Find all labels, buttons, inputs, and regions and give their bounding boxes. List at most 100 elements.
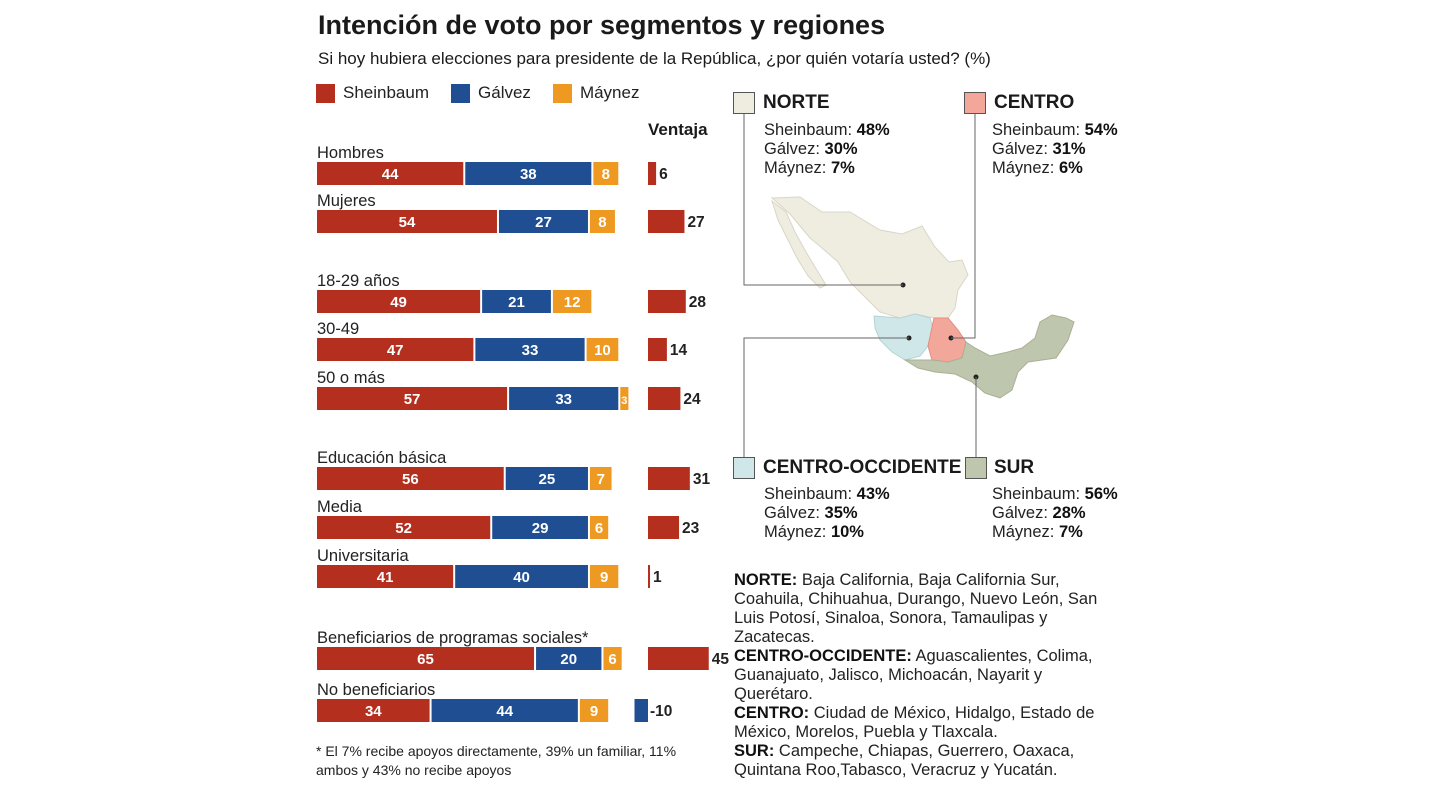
bar-value-label: 38: [520, 166, 537, 183]
ventaja-value-label: 23: [682, 520, 700, 537]
bar-segment-glvez: [536, 647, 602, 670]
region-stats-centro: Sheinbaum: 54% Gálvez: 31% Máynez: 6%: [992, 121, 1118, 178]
ventaja-value-label: 1: [653, 569, 662, 586]
bar-segment-glvez: [509, 387, 619, 410]
bar-segment-mynez: [620, 387, 629, 410]
footnote: * El 7% recibe apoyos directamente, 39% …: [316, 743, 677, 778]
region-stat-line: Gálvez: 28%: [992, 504, 1086, 522]
region-stat-line: Máynez: 6%: [992, 159, 1083, 177]
region-stats-norte: Sheinbaum: 48% Gálvez: 30% Máynez: 7%: [764, 121, 890, 178]
bar-segment-mynez: [589, 467, 612, 490]
region-name-sur: SUR: [994, 457, 1035, 478]
bar-segment-mynez: [603, 647, 622, 670]
ventaja-bar: [648, 290, 686, 313]
bar-segment-sheinbaum: [317, 162, 464, 185]
bar-value-label: 34: [365, 703, 382, 720]
bar-segment-mynez: [579, 699, 609, 722]
leader-line-centro-occidente: [743, 337, 909, 457]
category-label: Mujeres: [317, 192, 376, 210]
region-name-norte: NORTE: [763, 92, 830, 113]
legend-swatch-galvez: [451, 83, 471, 103]
map-region-norte-baja: [771, 199, 827, 289]
bar-value-label: 21: [508, 294, 525, 311]
region-swatch-norte: [733, 92, 755, 114]
category-label: Beneficiarios de programas sociales*: [317, 629, 589, 647]
bar-value-label: 8: [598, 214, 606, 231]
legend-label-sheinbaum: Sheinbaum: [343, 83, 430, 102]
ventaja-bar: [648, 467, 690, 490]
bar-segment-mynez: [586, 338, 619, 361]
category-label: Educación básica: [317, 449, 447, 467]
chart-title: Intención de voto por segmentos y region…: [318, 10, 886, 40]
region-stat-line: Gálvez: 30%: [764, 140, 858, 158]
definition-centro: CENTRO: Ciudad de México, Hidalgo, Estad…: [734, 704, 1095, 741]
region-stats-centro-occidente: Sheinbaum: 43% Gálvez: 35% Máynez: 10%: [764, 485, 890, 542]
region-swatch-centro-occidente: [733, 457, 755, 479]
region-stat-line: Máynez: 7%: [764, 159, 855, 177]
region-swatch-sur: [965, 457, 987, 479]
legend-swatch-sheinbaum: [316, 83, 335, 103]
region-stat-line: Sheinbaum: 54%: [992, 121, 1118, 139]
bar-segment-sheinbaum: [317, 338, 474, 361]
bar-segment-glvez: [465, 162, 592, 185]
bar-value-label: 20: [560, 651, 577, 668]
leader-line-norte: [743, 113, 903, 286]
bar-value-label: 27: [535, 214, 552, 231]
bar-segment-sheinbaum: [317, 565, 454, 588]
bar-segment-mynez: [552, 290, 592, 313]
category-label: Universitaria: [317, 547, 410, 565]
bar-segment-glvez: [482, 290, 551, 313]
region-name-centro-occidente: CENTRO-OCCIDENTE: [763, 457, 962, 478]
bar-value-label: 65: [417, 651, 434, 668]
bar-value-label: 9: [600, 569, 608, 586]
bar-segment-glvez: [455, 565, 588, 588]
bar-value-label: 8: [602, 166, 610, 183]
bar-value-label: 33: [522, 342, 539, 359]
bar-segment-glvez: [492, 516, 588, 539]
bar-value-label: 12: [564, 294, 581, 311]
region-stat-line: Gálvez: 35%: [764, 504, 858, 522]
legend-item-sheinbaum: Sheinbaum: [316, 83, 429, 103]
bar-segment-mynez: [593, 162, 619, 185]
region-definitions: NORTE: Baja California, Baja California …: [734, 571, 1119, 780]
region-stat-line: Gálvez: 31%: [992, 140, 1086, 158]
category-label: 18-29 años: [317, 272, 400, 290]
region-stat-line: Sheinbaum: 43%: [764, 485, 890, 503]
region-stats-sur: Sheinbaum: 56% Gálvez: 28% Máynez: 7%: [992, 485, 1118, 542]
bar-segment-sheinbaum: [317, 210, 497, 233]
bar-value-label: 47: [387, 342, 404, 359]
bar-value-label: 6: [608, 651, 616, 668]
ventaja-bar: [648, 565, 650, 588]
region-swatch-centro: [964, 92, 986, 114]
bar-segment-glvez: [498, 210, 588, 233]
legend: Sheinbaum Gálvez Máynez: [316, 82, 661, 104]
ventaja-value-label: 14: [670, 342, 688, 359]
bar-segment-sheinbaum: [317, 699, 430, 722]
legend-label-galvez: Gálvez: [478, 83, 531, 102]
chart-subtitle: Si hoy hubiera elecciones para president…: [318, 49, 991, 68]
bar-segment-sheinbaum: [317, 387, 508, 410]
bar-value-label: 25: [539, 471, 556, 488]
bar-segment-sheinbaum: [317, 290, 481, 313]
bar-value-label: 10: [594, 342, 611, 359]
bar-segment-mynez: [589, 565, 619, 588]
ventaja-bar: [648, 387, 681, 410]
region-stat-line: Máynez: 10%: [764, 523, 864, 541]
definition-norte: NORTE: Baja California, Baja California …: [734, 571, 1098, 646]
bar-value-label: 44: [496, 703, 513, 720]
leader-line-centro: [951, 113, 976, 339]
bar-segment-glvez: [475, 338, 585, 361]
bar-value-label: 33: [555, 391, 572, 408]
region-stat-line: Sheinbaum: 56%: [992, 485, 1118, 503]
bar-value-label: 52: [395, 520, 412, 537]
ventaja-value-label: 27: [687, 214, 704, 231]
bar-value-label: 40: [513, 569, 530, 586]
category-label: Hombres: [317, 144, 384, 162]
ventaja-bar: [648, 516, 680, 539]
legend-label-maynez: Máynez: [579, 83, 640, 102]
bar-segment-sheinbaum: [317, 647, 535, 670]
region-stat-line: Sheinbaum: 48%: [764, 121, 890, 139]
ventaja-value-label: 24: [683, 391, 701, 408]
bar-segment-mynez: [589, 210, 615, 233]
